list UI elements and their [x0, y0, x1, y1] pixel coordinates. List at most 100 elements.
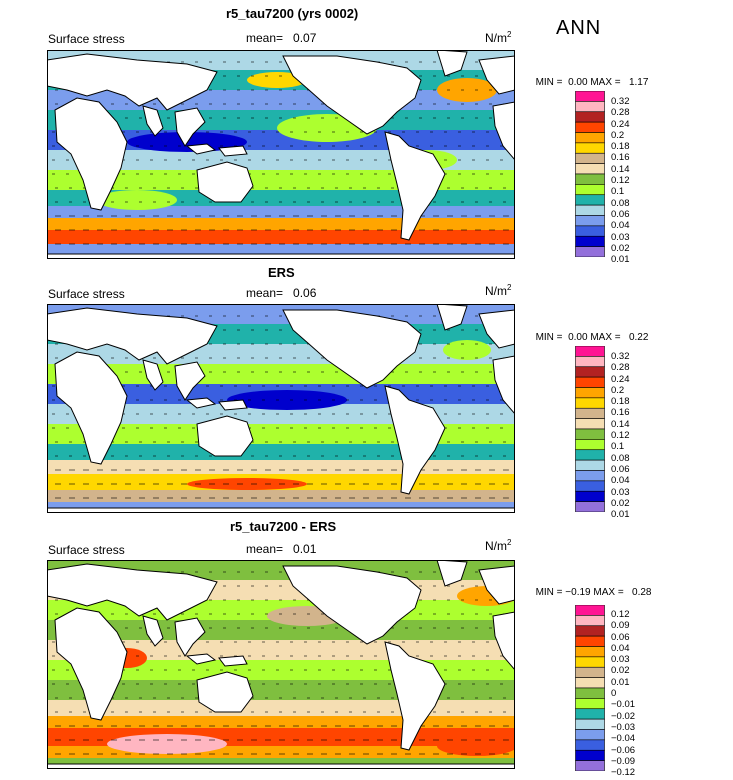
colorbar-swatch	[575, 235, 605, 247]
land-outline	[218, 145, 248, 157]
land-outline	[47, 307, 218, 365]
colorbar-level-label: −0.12	[611, 767, 636, 779]
colorbar-swatch	[575, 215, 605, 227]
units-label: N/m	[485, 31, 507, 45]
colorbar-swatch	[575, 718, 605, 730]
colorbar-level-label: 0.06	[611, 631, 630, 643]
colorbar-level-label: 0.16	[611, 152, 630, 164]
land-outline	[282, 309, 422, 389]
colorbar-swatch	[575, 760, 605, 771]
land-outline	[218, 655, 248, 667]
panel-3-colorbar	[575, 605, 605, 771]
field-contour	[187, 478, 307, 490]
colorbar-swatch	[575, 449, 605, 461]
colorbar-level-label: 0.03	[611, 231, 630, 243]
land-outline	[436, 304, 468, 331]
colorbar-swatch	[575, 91, 605, 102]
colorbar-level-label: −0.01	[611, 699, 636, 711]
colorbar-level-label: 0.18	[611, 141, 630, 153]
land-outline	[142, 359, 164, 391]
colorbar-swatch	[575, 490, 605, 502]
land-outline	[47, 507, 515, 513]
min-label: MIN =	[535, 587, 563, 598]
colorbar-swatch	[575, 656, 605, 668]
colorbar-level-label: 0.01	[611, 254, 630, 266]
colorbar-level-label: 0	[611, 688, 617, 700]
colorbar-level-label: 0.28	[611, 362, 630, 374]
panel-3-minmax: MIN = −0.19 MAX = 0.28	[530, 576, 652, 598]
colorbar-level-label: −0.04	[611, 733, 636, 745]
colorbar-swatch	[575, 111, 605, 123]
panel-2-field-label: Surface stress	[48, 287, 125, 301]
field-contour	[127, 426, 187, 442]
field-band	[47, 110, 515, 130]
colorbar-level-label: 0.14	[611, 418, 630, 430]
colorbar-swatch	[575, 142, 605, 154]
colorbar-swatch	[575, 459, 605, 471]
land-outline	[436, 560, 468, 587]
colorbar-swatch	[575, 677, 605, 689]
colorbar-level-label: 0.2	[611, 384, 625, 396]
land-outline	[142, 615, 164, 647]
land-outline	[384, 385, 446, 495]
colorbar-swatch	[575, 708, 605, 720]
colorbar-level-label: −0.03	[611, 721, 636, 733]
colorbar-swatch	[575, 605, 605, 616]
colorbar-level-label: 0.1	[611, 441, 625, 453]
colorbar-swatch	[575, 163, 605, 175]
panel-2-title: ERS	[268, 265, 295, 280]
colorbar-swatch	[575, 428, 605, 440]
land-outline	[478, 309, 515, 349]
field-band	[47, 364, 515, 384]
colorbar-level-label: 0.02	[611, 242, 630, 254]
mean-label: mean=	[246, 31, 284, 45]
colorbar-level-label: 0.14	[611, 163, 630, 175]
panel-3-map	[47, 560, 515, 769]
land-outline	[196, 161, 254, 203]
panel-2-min: 0.00	[568, 332, 588, 343]
land-outline	[218, 399, 248, 411]
panel-3-mean-value: 0.01	[293, 542, 317, 556]
colorbar-swatch	[575, 152, 605, 164]
colorbar-level-label: 0.01	[611, 509, 630, 521]
colorbar-level-label: 0.12	[611, 609, 630, 620]
max-label: MAX =	[590, 332, 621, 343]
colorbar-level-label: 0.09	[611, 620, 630, 632]
colorbar-level-label: 0.28	[611, 107, 630, 119]
colorbar-swatch	[575, 749, 605, 761]
colorbar-level-label: 0.32	[611, 96, 630, 107]
colorbar-swatch	[575, 407, 605, 419]
colorbar-swatch	[575, 666, 605, 678]
units-exponent: 2	[507, 538, 512, 547]
panel-1-field-label: Surface stress	[48, 32, 125, 46]
land-outline	[196, 415, 254, 457]
field-band	[47, 716, 515, 728]
panel-3-units: N/m2	[485, 538, 511, 553]
field-band	[47, 218, 515, 230]
panel-3-max: 0.28	[632, 587, 652, 598]
colorbar-level-label: −0.09	[611, 755, 636, 767]
colorbar-level-label: 0.1	[611, 186, 625, 198]
land-outline	[478, 55, 515, 95]
land-outline	[174, 617, 206, 657]
colorbar-level-label: 0.04	[611, 475, 630, 487]
panel-2-colorbar	[575, 346, 605, 512]
min-label: MIN =	[535, 332, 563, 343]
colorbar-level-label: 0.08	[611, 452, 630, 464]
field-band	[47, 206, 515, 218]
colorbar-level-label: 0.16	[611, 407, 630, 419]
colorbar-swatch	[575, 132, 605, 144]
colorbar-swatch	[575, 501, 605, 512]
land-outline	[185, 397, 217, 409]
units-exponent: 2	[507, 30, 512, 39]
colorbar-level-label: 0.18	[611, 396, 630, 408]
field-band	[47, 490, 515, 502]
max-label: MAX =	[590, 77, 621, 88]
land-outline	[47, 53, 218, 111]
land-outline	[492, 355, 515, 415]
min-label: MIN =	[535, 77, 563, 88]
map-frame	[47, 304, 515, 513]
field-contour	[437, 78, 497, 102]
panel-3-field-label: Surface stress	[48, 543, 125, 557]
units-label: N/m	[485, 539, 507, 553]
